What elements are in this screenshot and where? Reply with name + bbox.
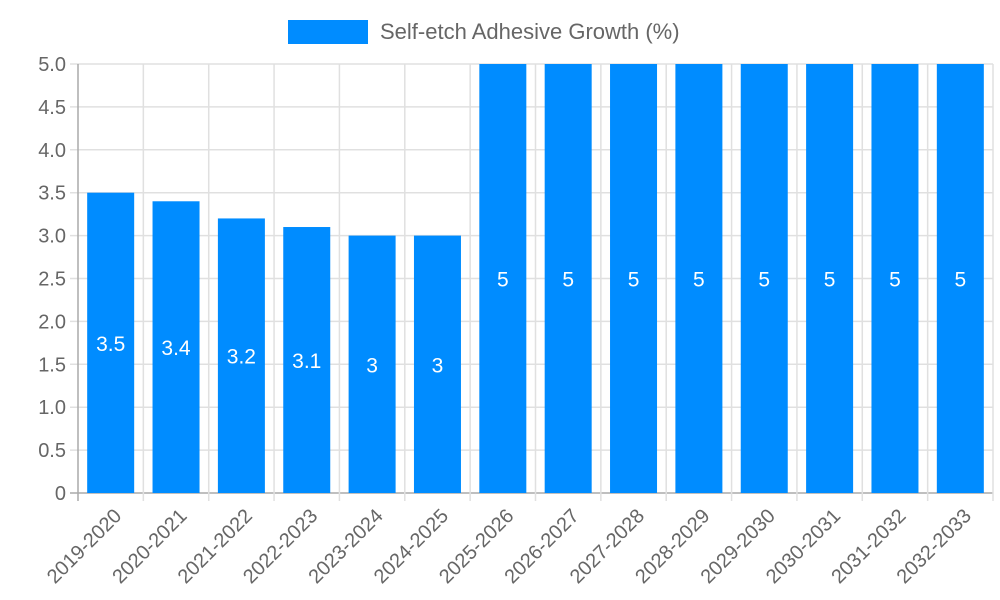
bar[interactable] — [936, 64, 984, 493]
bar[interactable] — [348, 235, 396, 493]
grid-lines — [70, 63, 994, 501]
bar-value-label: 5 — [693, 269, 705, 292]
y-tick-label: 1.0 — [38, 397, 66, 419]
bar-value-label: 3 — [366, 354, 378, 377]
bar[interactable] — [152, 201, 200, 493]
bar[interactable] — [544, 64, 592, 493]
legend-swatch — [288, 20, 368, 44]
y-tick-label: 5.0 — [38, 54, 66, 76]
bar[interactable] — [871, 64, 919, 493]
y-tick-label: 4.5 — [38, 97, 66, 119]
y-tick-label: 1.5 — [38, 354, 66, 376]
bar[interactable] — [87, 192, 135, 493]
chart-legend[interactable]: Self-etch Adhesive Growth (%) — [288, 19, 680, 45]
y-tick-label: 2.0 — [38, 311, 66, 333]
bar[interactable] — [217, 218, 265, 493]
y-tick-label: 0.5 — [38, 440, 66, 462]
bar[interactable] — [675, 64, 723, 493]
bar-value-label: 3.2 — [227, 346, 256, 369]
bars: 3.5 3.4 3.2 3.1 3 3 5 5 5 5 5 5 5 5 — [87, 64, 984, 493]
bar[interactable] — [283, 227, 331, 493]
bar-value-label: 5 — [824, 269, 836, 292]
bar[interactable] — [740, 64, 788, 493]
bar-value-label: 5 — [889, 269, 901, 292]
bar[interactable] — [413, 235, 461, 493]
legend-label: Self-etch Adhesive Growth (%) — [380, 19, 680, 44]
bar[interactable] — [479, 64, 527, 493]
y-tick-label: 4.0 — [38, 140, 66, 162]
y-tick-label: 3.0 — [38, 226, 66, 248]
bar-value-label: 5 — [954, 269, 966, 292]
y-tick-label: 3.5 — [38, 183, 66, 205]
bar-value-label: 3.1 — [292, 350, 321, 373]
bar-value-label: 3.4 — [161, 337, 191, 360]
bar-value-label: 3.5 — [96, 333, 125, 356]
bar-value-label: 5 — [497, 269, 509, 292]
bar-value-label: 5 — [758, 269, 770, 292]
y-tick-label: 2.5 — [38, 269, 66, 291]
bar-value-label: 3 — [432, 354, 444, 377]
bar-value-label: 5 — [562, 269, 574, 292]
bar[interactable] — [806, 64, 854, 493]
y-tick-label: 0 — [55, 483, 66, 505]
bar[interactable] — [610, 64, 658, 493]
bar-value-label: 5 — [628, 269, 640, 292]
